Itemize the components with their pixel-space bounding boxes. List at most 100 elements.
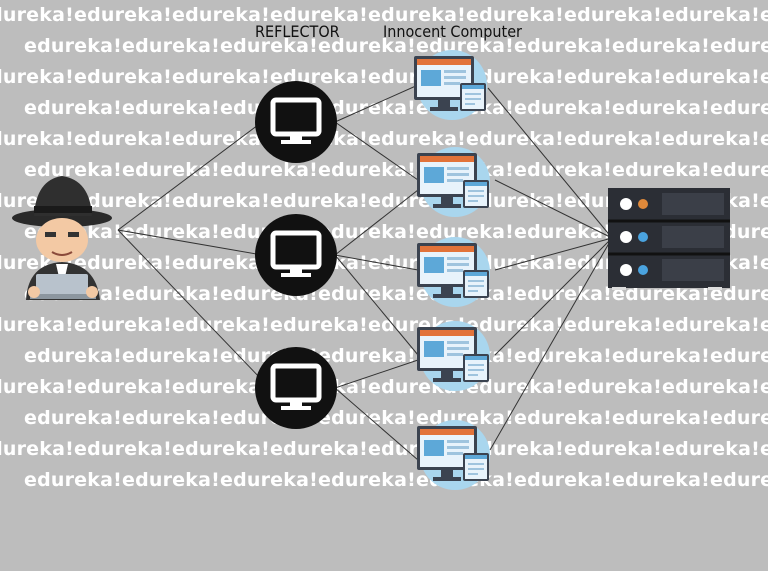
- watermark-text: edureka!: [318, 469, 416, 491]
- watermark-text: edureka!: [760, 190, 768, 212]
- watermark-text: edureka!: [760, 4, 768, 26]
- watermark-text: edureka!: [564, 376, 662, 398]
- watermark-text: edureka!: [172, 190, 270, 212]
- watermark-text: edureka!: [220, 35, 318, 57]
- watermark-text: edureka!: [122, 469, 220, 491]
- watermark-text: edureka!: [172, 4, 270, 26]
- watermark-text: edureka!: [368, 4, 466, 26]
- watermark-text: edureka!: [710, 407, 768, 429]
- watermark-text: edureka!: [74, 4, 172, 26]
- desktop-computer-icon: [417, 420, 490, 490]
- watermark-text: edureka!: [760, 252, 768, 274]
- watermark-text: edureka!: [612, 159, 710, 181]
- watermark-text: edureka!: [662, 314, 760, 336]
- desktop-computer-icon: [417, 147, 490, 217]
- watermark-text: edureka!: [270, 190, 368, 212]
- watermark-text: edureka!: [122, 97, 220, 119]
- watermark-text: edureka!: [710, 97, 768, 119]
- hacker-icon: [12, 176, 112, 300]
- watermark-text: edureka!: [710, 159, 768, 181]
- watermark-text: edureka!: [220, 159, 318, 181]
- link-r3-i4: [334, 359, 419, 389]
- desktop-computer-icon: [417, 237, 490, 307]
- watermark-text: edureka!: [612, 407, 710, 429]
- watermark-text: edureka!: [710, 469, 768, 491]
- watermark-text: edureka!: [220, 469, 318, 491]
- watermark-text: edureka!: [612, 345, 710, 367]
- watermark-text: edureka!: [564, 66, 662, 88]
- watermark-row: edureka!edureka!edureka!edureka!edureka!…: [0, 66, 768, 88]
- watermark-text: edureka!: [318, 407, 416, 429]
- watermark-text: edureka!: [662, 438, 760, 460]
- watermark-text: edureka!: [122, 407, 220, 429]
- watermark-text: edureka!: [318, 345, 416, 367]
- watermark-text: edureka!: [74, 128, 172, 150]
- watermark-text: edureka!: [760, 438, 768, 460]
- watermark-text: edureka!: [760, 314, 768, 336]
- watermark-text: edureka!: [24, 159, 122, 181]
- watermark-text: edureka!: [318, 35, 416, 57]
- link-attacker-reflector-3: [117, 229, 263, 381]
- watermark-text: edureka!: [74, 66, 172, 88]
- link-r2-i4: [334, 254, 419, 356]
- watermark-text: edureka!: [0, 4, 74, 26]
- watermark-text: edureka!: [172, 66, 270, 88]
- watermark-text: edureka!: [612, 283, 710, 305]
- watermark-text: edureka!: [760, 128, 768, 150]
- watermark-text: edureka!: [710, 345, 768, 367]
- watermark-text: edureka!: [24, 97, 122, 119]
- watermark-text: edureka!: [514, 159, 612, 181]
- watermark-text: edureka!: [662, 66, 760, 88]
- monitor-icon: [270, 230, 322, 277]
- watermark-text: edureka!: [514, 35, 612, 57]
- watermark-text: edureka!: [662, 128, 760, 150]
- watermark-text: edureka!: [514, 221, 612, 243]
- watermark-text: edureka!: [172, 438, 270, 460]
- watermark-text: edureka!: [466, 438, 564, 460]
- watermark-text: edureka!: [122, 221, 220, 243]
- desktop-computer-icon: [417, 321, 490, 391]
- watermark-text: edureka!: [514, 97, 612, 119]
- watermark-text: edureka!: [466, 128, 564, 150]
- watermark-text: edureka!: [0, 314, 74, 336]
- watermark-text: edureka!: [368, 128, 466, 150]
- link-i3-server: [494, 237, 613, 271]
- watermark-text: edureka!: [0, 128, 74, 150]
- innocent-computer-label: Innocent Computer: [383, 22, 522, 41]
- link-r2-i3: [334, 254, 419, 271]
- watermark-text: edureka!: [710, 35, 768, 57]
- watermark-text: edureka!: [514, 345, 612, 367]
- watermark-text: edureka!: [0, 376, 74, 398]
- watermark-text: edureka!: [74, 376, 172, 398]
- watermark-text: edureka!: [24, 469, 122, 491]
- link-r1-i1: [334, 84, 419, 123]
- watermark-text: edureka!: [612, 469, 710, 491]
- watermark-text: edureka!: [612, 97, 710, 119]
- watermark-text: edureka!: [466, 66, 564, 88]
- link-attacker-reflector-2: [117, 229, 263, 256]
- connection-lines: [117, 84, 613, 461]
- watermark-text: edureka!: [662, 4, 760, 26]
- watermark-text: edureka!: [318, 159, 416, 181]
- watermark-text: edureka!: [270, 438, 368, 460]
- watermark-text: edureka!: [270, 314, 368, 336]
- watermark-text: edureka!: [172, 376, 270, 398]
- watermark-row: edureka!edureka!edureka!edureka!edureka!…: [24, 407, 768, 429]
- monitor-icon: [270, 97, 322, 144]
- watermark-text: edureka!: [466, 4, 564, 26]
- link-attacker-reflector-1: [117, 121, 263, 231]
- watermark-text: edureka!: [318, 221, 416, 243]
- reflector-node-1: [255, 81, 337, 163]
- link-i1-server: [487, 87, 613, 239]
- monitor-icon: [270, 363, 322, 410]
- watermark-text: edureka!: [612, 35, 710, 57]
- watermark-text: edureka!: [564, 438, 662, 460]
- server-icon: [608, 188, 730, 290]
- link-i4-server: [494, 237, 613, 356]
- watermark-text: edureka!: [760, 66, 768, 88]
- reflector-node-3: [255, 347, 337, 429]
- link-r2-i2: [334, 189, 419, 256]
- watermark-text: edureka!: [122, 35, 220, 57]
- watermark-text: edureka!: [514, 469, 612, 491]
